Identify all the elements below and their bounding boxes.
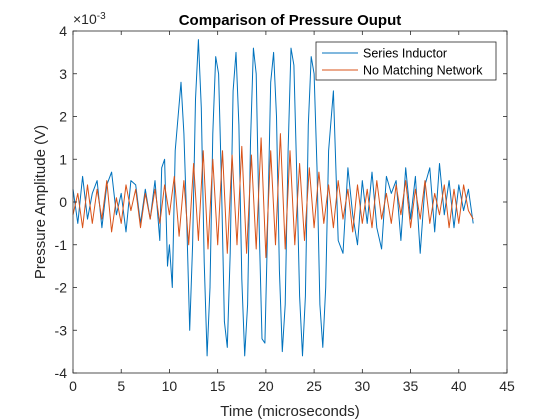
y-tick-label: -3 — [55, 322, 68, 338]
legend-label-series-inductor: Series Inductor — [363, 47, 447, 61]
y-tick-label: 3 — [59, 66, 67, 82]
x-tick-label: 30 — [355, 378, 371, 394]
x-axis-label: Time (microseconds) — [220, 403, 359, 420]
y-tick-label: 4 — [59, 23, 67, 39]
x-tick-label: 45 — [499, 378, 515, 394]
legend-label-no-matching-network: No Matching Network — [363, 64, 483, 78]
series-layer — [72, 39, 474, 357]
y-tick-label: -2 — [55, 280, 68, 296]
x-tick-label: 20 — [258, 378, 274, 394]
y-exponent-label: ×10-3 — [73, 11, 106, 27]
x-tick-label: 35 — [403, 378, 419, 394]
legend: Series Inductor No Matching Network — [315, 41, 497, 81]
x-tick-label: 25 — [306, 378, 322, 394]
x-tick-label: 5 — [117, 378, 125, 394]
x-tick-label: 15 — [210, 378, 226, 394]
x-tick-label: 40 — [451, 378, 467, 394]
y-tick-label: -1 — [55, 237, 68, 253]
x-tick-label: 0 — [69, 378, 77, 394]
y-tick-label: -4 — [55, 365, 68, 381]
y-tick-label: 1 — [59, 151, 67, 167]
legend-box — [315, 41, 497, 81]
x-tick-label: 10 — [162, 378, 178, 394]
y-axis-ticks: -4 -3 -2 -1 0 1 2 3 4 — [55, 23, 507, 381]
series-line-series-inductor — [72, 39, 474, 357]
chart-title: Comparison of Pressure Ouput — [179, 12, 402, 29]
x-axis-ticks: 0 5 10 15 20 25 30 35 40 45 — [69, 31, 515, 394]
series-line-no-matching-network — [72, 133, 474, 259]
y-axis-label: Pressure Amplitude (V) — [32, 125, 49, 279]
y-tick-label: 0 — [59, 194, 67, 210]
y-tick-label: 2 — [59, 109, 67, 125]
